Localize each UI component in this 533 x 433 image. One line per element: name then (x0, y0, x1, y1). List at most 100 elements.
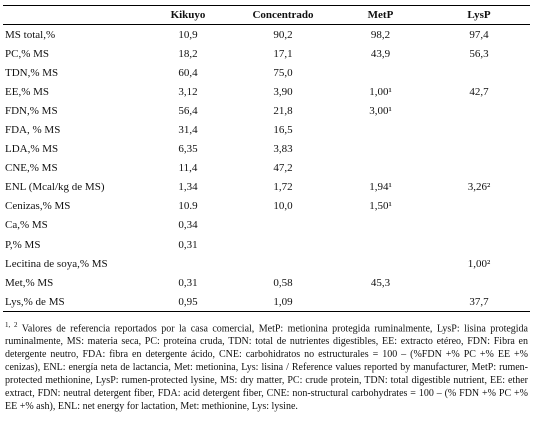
header-row: Kikuyo Concentrado MetP LysP (3, 5, 530, 25)
table-row: TDN,% MS 60,4 75,0 (3, 63, 530, 82)
table-row: Lys,% de MS 0,95 1,09 37,7 (3, 292, 530, 313)
row-label: ENL (Mcal/kg de MS) (5, 181, 105, 194)
cell: 0,31 (178, 276, 198, 289)
cell: 47,2 (273, 162, 293, 175)
cell: 1,94¹ (369, 181, 392, 194)
cell: 1,00¹ (369, 85, 392, 98)
cell (428, 101, 530, 120)
cell (428, 273, 530, 292)
row-label: EE,% MS (5, 85, 49, 98)
row-label: Met,% MS (5, 276, 54, 289)
cell: 3,26² (467, 181, 491, 194)
table-row: CNE,% MS 11,4 47,2 (3, 159, 530, 178)
table-header: Kikuyo Concentrado MetP LysP (3, 5, 530, 25)
cell: 75,0 (273, 66, 293, 79)
cell (333, 254, 428, 273)
cell: 56,3 (469, 47, 489, 60)
cell: 21,8 (273, 104, 293, 117)
table-row: Ca,% MS 0,34 (3, 216, 530, 235)
cell: 0,58 (273, 276, 293, 289)
cell: 90,2 (273, 28, 293, 41)
cell (333, 140, 428, 159)
cell (233, 235, 333, 254)
header-cell (3, 5, 143, 25)
cell (333, 235, 428, 254)
cell (333, 159, 428, 178)
data-table: Kikuyo Concentrado MetP LysP MS total,% 10,9… (3, 5, 530, 313)
cell (333, 216, 428, 235)
cell: 0,34 (178, 219, 198, 232)
cell: 43,9 (370, 47, 391, 60)
cell: 45,3 (370, 276, 391, 289)
table-row: LDA,% MS 6,35 3,83 (3, 140, 530, 159)
row-label: Lys,% de MS (3, 292, 143, 313)
cell: 17,1 (273, 47, 293, 60)
table-row: FDA, % MS 31,4 16,5 (3, 120, 530, 139)
table-row: P,% MS 0,31 (3, 235, 530, 254)
cell (143, 254, 233, 273)
cell: 11,4 (178, 162, 198, 175)
row-label: CNE,% MS (5, 162, 58, 175)
cell: 97,4 (469, 28, 489, 41)
cell: 10,9 (178, 28, 198, 41)
cell: 3,00¹ (369, 104, 392, 117)
cell (333, 120, 428, 139)
cell (333, 292, 428, 313)
cell: 1,50¹ (369, 200, 392, 213)
row-label: PC,% MS (5, 47, 50, 60)
row-label: Lecitina de soya,% MS (5, 257, 108, 270)
cell: 0,95 (143, 292, 233, 313)
table-row: PC,% MS 18,2 17,1 43,9 56,3 (3, 44, 530, 63)
cell (428, 197, 530, 216)
footnote-marker: 1, 2 (5, 321, 18, 329)
cell (233, 216, 333, 235)
cell: 1,34 (178, 181, 198, 194)
cell (428, 63, 530, 82)
row-label: Ca,% MS (5, 219, 48, 232)
cell: 10.9 (178, 200, 198, 213)
cell: 10,0 (273, 200, 293, 213)
row-label: LDA,% MS (5, 143, 59, 156)
table-row: EE,% MS 3,12 3,90 1,00¹ 42,7 (3, 82, 530, 101)
table-row: Cenizas,% MS 10.9 10,0 1,50¹ (3, 197, 530, 216)
footnote: 1, 2 Valores de referencia reportados po… (5, 319, 528, 413)
row-label: FDA, % MS (5, 124, 61, 137)
table-row: MS total,% 10,9 90,2 98,2 97,4 (3, 25, 530, 45)
cell (233, 254, 333, 273)
cell: 3,83 (273, 143, 293, 156)
cell: 37,7 (428, 292, 530, 313)
cell (333, 63, 428, 82)
cell: 1,72 (273, 181, 293, 194)
cell: 31,4 (178, 124, 198, 137)
table-row: FDN,% MS 56,4 21,8 3,00¹ (3, 101, 530, 120)
column-header: LysP (428, 5, 530, 25)
column-header: Concentrado (233, 5, 333, 25)
cell: 1,00² (467, 257, 491, 270)
table-row: Lecitina de soya,% MS 1,00² (3, 254, 530, 273)
cell: 16,5 (273, 124, 293, 137)
cell (428, 140, 530, 159)
cell (428, 120, 530, 139)
cell: 56,4 (178, 104, 198, 117)
row-label: Cenizas,% MS (5, 200, 71, 213)
cell: 18,2 (178, 47, 198, 60)
footnote-text: Valores de referencia reportados por la … (5, 323, 528, 413)
row-label: FDN,% MS (5, 104, 58, 117)
cell (428, 235, 530, 254)
table-row: ENL (Mcal/kg de MS) 1,34 1,72 1,94¹ 3,26² (3, 178, 530, 197)
row-label: P,% MS (5, 238, 41, 251)
column-header: MetP (333, 5, 428, 25)
table-body: MS total,% 10,9 90,2 98,2 97,4 PC,% MS 18,2 17,… (3, 25, 530, 313)
cell: 1,09 (233, 292, 333, 313)
cell: 98,2 (370, 28, 391, 41)
cell: 3,12 (178, 85, 198, 98)
row-label: MS total,% (5, 28, 56, 41)
cell (428, 216, 530, 235)
table-row: Met,% MS 0,31 0,58 45,3 (3, 273, 530, 292)
cell: 0,31 (178, 238, 198, 251)
cell: 60,4 (178, 66, 198, 79)
cell: 42,7 (469, 85, 489, 98)
cell: 3,90 (273, 85, 293, 98)
cell (428, 159, 530, 178)
